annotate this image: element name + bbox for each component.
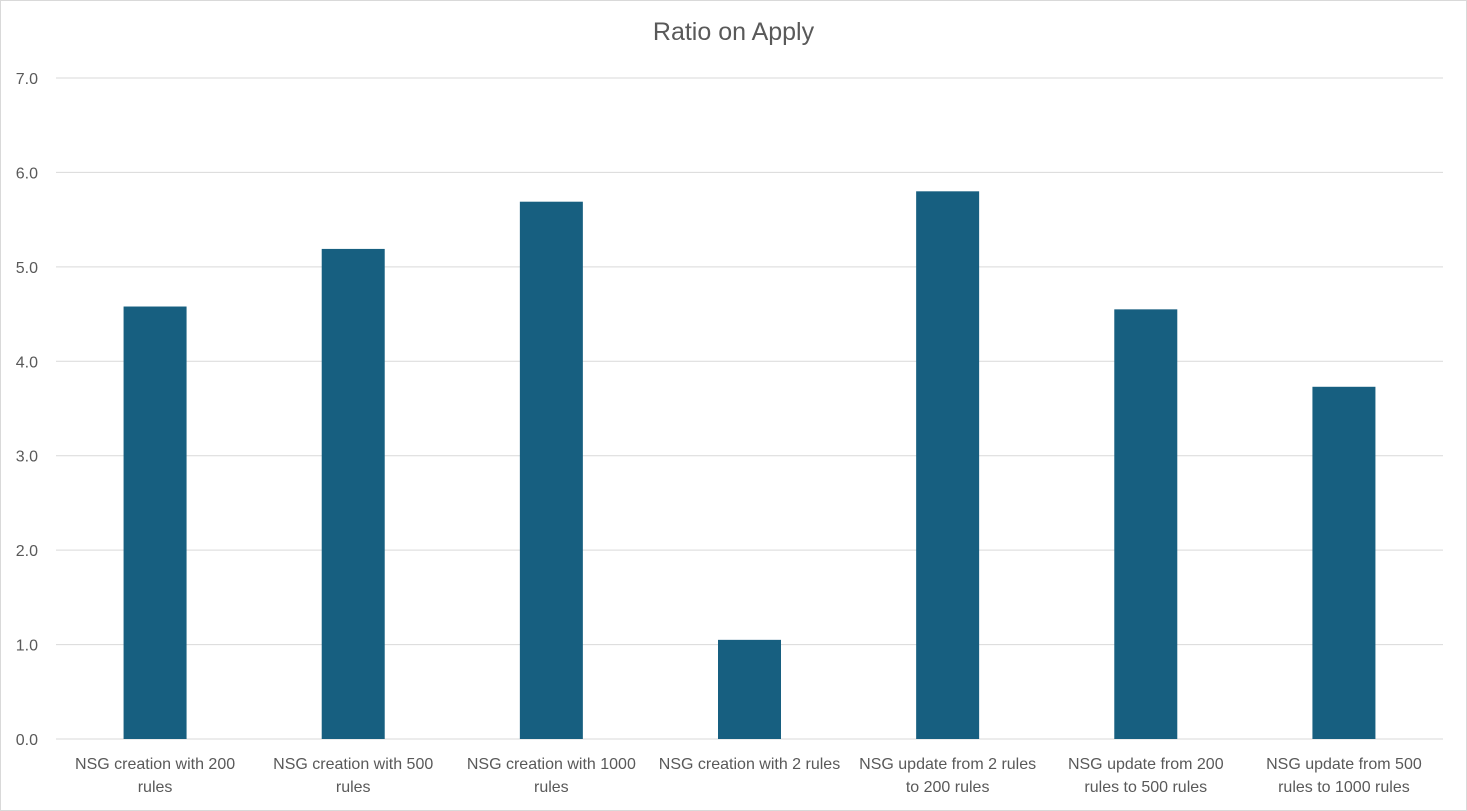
y-tick-label: 4.0 [16, 354, 38, 371]
x-category-label: NSG update from 200 rules to 500 rules [1068, 756, 1224, 796]
y-tick-label: 2.0 [16, 543, 38, 560]
y-tick-label: 5.0 [16, 260, 38, 277]
gridlines [56, 77, 1443, 740]
x-category-label-line: NSG update from 500 [1266, 756, 1422, 773]
x-category-label-line: rules to 1000 rules [1278, 779, 1410, 796]
x-category-label-line: rules [534, 779, 569, 796]
y-axis-tick-labels: 0.0 1.0 2.0 3.0 4.0 5.0 6.0 7.0 [16, 71, 38, 749]
x-category-label-line: rules [336, 779, 371, 796]
bar [1114, 309, 1178, 739]
x-category-label: NSG creation with 200 rules [75, 756, 235, 796]
chart-title: Ratio on Apply [652, 18, 815, 46]
x-category-label: NSG creation with 2 rules [659, 756, 840, 773]
bar [321, 248, 385, 739]
x-category-label-line: rules to 500 rules [1084, 779, 1207, 796]
y-tick-label: 7.0 [16, 71, 38, 88]
bar [1312, 386, 1376, 739]
y-tick-label: 0.0 [16, 732, 38, 749]
x-category-label-line: NSG creation with 2 rules [659, 756, 840, 773]
x-category-label: NSG update from 2 rules to 200 rules [859, 756, 1036, 796]
x-category-label-line: rules [138, 779, 173, 796]
x-category-label: NSG creation with 500 rules [273, 756, 433, 796]
x-category-label: NSG creation with 1000 rules [467, 756, 636, 796]
x-category-label-line: NSG update from 2 rules [859, 756, 1036, 773]
bar [718, 639, 781, 739]
x-category-label-line: NSG creation with 1000 [467, 756, 636, 773]
y-tick-label: 3.0 [16, 449, 38, 466]
bar [123, 306, 187, 739]
x-category-label-line: to 200 rules [906, 779, 990, 796]
x-category-label: NSG update from 500 rules to 1000 rules [1266, 756, 1422, 796]
x-category-label-line: NSG creation with 500 [273, 756, 433, 773]
bars [123, 191, 1376, 740]
y-tick-label: 1.0 [16, 638, 38, 655]
y-tick-label: 6.0 [16, 165, 38, 182]
x-category-label-line: NSG creation with 200 [75, 756, 235, 773]
bar [916, 191, 980, 740]
x-category-label-line: NSG update from 200 [1068, 756, 1224, 773]
bar [519, 201, 583, 740]
